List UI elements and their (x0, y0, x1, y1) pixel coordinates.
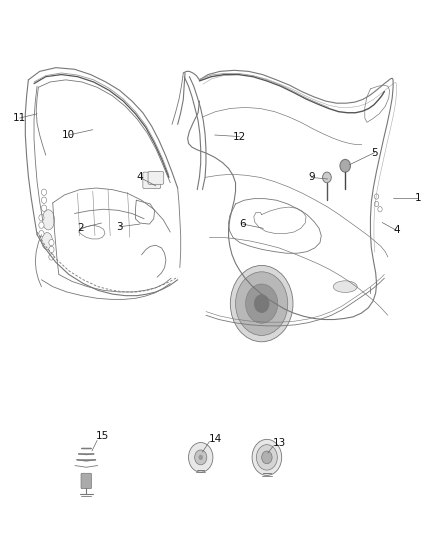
Ellipse shape (42, 232, 53, 249)
Circle shape (49, 246, 54, 253)
Text: 1: 1 (415, 192, 422, 203)
Circle shape (49, 239, 54, 246)
Circle shape (256, 445, 277, 470)
Circle shape (39, 222, 44, 228)
Circle shape (39, 230, 44, 237)
Polygon shape (78, 454, 94, 455)
Circle shape (374, 201, 379, 207)
Text: 4: 4 (137, 172, 143, 182)
Text: 4: 4 (393, 225, 400, 236)
FancyBboxPatch shape (81, 473, 92, 489)
Circle shape (42, 189, 47, 196)
Circle shape (198, 455, 203, 460)
Circle shape (246, 284, 278, 323)
Circle shape (322, 172, 331, 183)
Polygon shape (77, 460, 96, 461)
Ellipse shape (333, 281, 357, 293)
Text: 9: 9 (308, 172, 314, 182)
Text: 14: 14 (209, 434, 222, 444)
Circle shape (236, 272, 288, 335)
Ellipse shape (42, 210, 54, 230)
Text: 5: 5 (371, 148, 378, 158)
Circle shape (188, 442, 213, 472)
Circle shape (42, 197, 47, 204)
Circle shape (42, 205, 47, 212)
Text: 15: 15 (96, 431, 109, 441)
Circle shape (374, 194, 379, 199)
Text: 2: 2 (77, 223, 84, 233)
Text: 12: 12 (233, 132, 247, 142)
Text: 13: 13 (272, 438, 286, 448)
Circle shape (261, 451, 272, 464)
Text: 11: 11 (13, 113, 26, 123)
Circle shape (378, 207, 382, 212)
FancyBboxPatch shape (143, 172, 161, 189)
Text: 10: 10 (62, 130, 75, 140)
Text: 3: 3 (117, 222, 123, 232)
Circle shape (340, 159, 350, 172)
Text: 6: 6 (240, 219, 246, 229)
Circle shape (230, 265, 293, 342)
Circle shape (254, 295, 269, 313)
FancyBboxPatch shape (148, 172, 164, 184)
Circle shape (252, 439, 282, 475)
Circle shape (39, 215, 44, 221)
Circle shape (194, 450, 207, 465)
Circle shape (49, 254, 54, 260)
